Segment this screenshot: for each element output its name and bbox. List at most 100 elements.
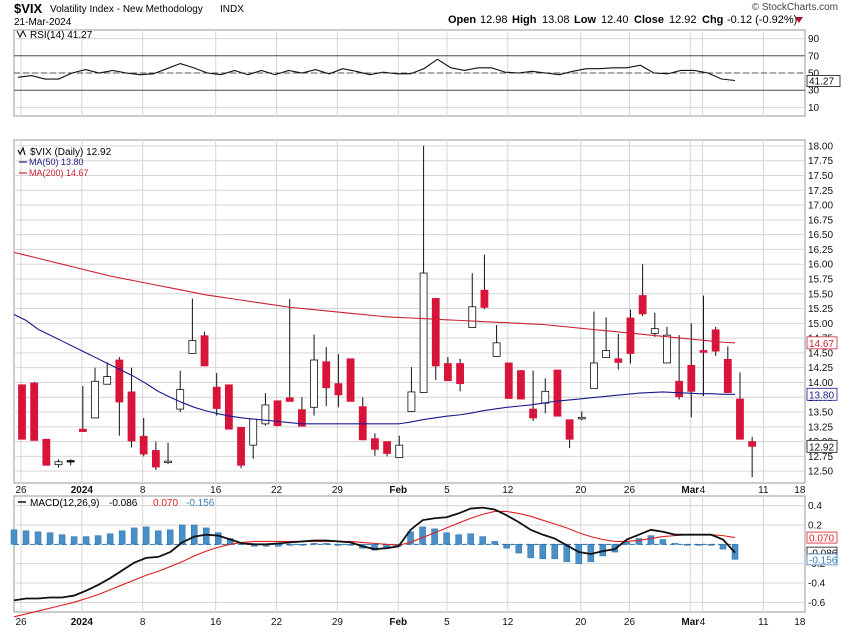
macd-hist-bar — [647, 535, 655, 545]
macd-x-label: 22 — [271, 617, 283, 628]
candle-body — [456, 363, 464, 385]
candle-body — [711, 329, 720, 352]
macd-x-label: 26 — [15, 617, 27, 628]
price-y-tick: 14.25 — [808, 363, 833, 374]
price-y-tick: 15.25 — [808, 304, 833, 315]
chg-value: -0.12 (-0.92%) — [727, 14, 797, 26]
candle-body — [151, 450, 160, 468]
candle-body — [663, 334, 671, 364]
candle-body — [480, 289, 489, 308]
candle-body — [407, 391, 416, 412]
price-x-label: 2024 — [71, 485, 94, 496]
macd-title-macd: -0.086 — [109, 498, 138, 509]
macd-hist-bar — [635, 538, 643, 545]
candle-body — [687, 364, 696, 392]
candle-body — [249, 418, 258, 446]
candle-body — [322, 361, 331, 389]
macd-x-label: 20 — [575, 617, 587, 628]
candle-body — [139, 435, 148, 455]
candle-body — [42, 438, 51, 466]
candle-body — [419, 272, 428, 393]
rsi-panel: 90 70 50 30 10 41.27 — [13, 29, 841, 117]
macd-hist-bar — [130, 527, 138, 545]
price-x-label: 4 — [700, 485, 706, 496]
last-close-label-box — [806, 439, 838, 453]
candle-body — [54, 461, 63, 466]
macd-hist-bar — [166, 529, 174, 545]
macd-x-label: 16 — [210, 617, 222, 628]
high-value: 13.08 — [542, 14, 570, 26]
macd-hist-current-label-box — [806, 553, 838, 566]
price-x-label: 18 — [794, 485, 806, 496]
macd-x-label: Feb — [389, 617, 407, 628]
macd-x-label: 8 — [140, 617, 146, 628]
macd-hist-bar — [515, 544, 522, 554]
candle-body — [553, 369, 562, 417]
macd-x-label: Mar — [681, 617, 699, 628]
macd-hist-bar — [215, 532, 222, 545]
candle-body — [66, 460, 75, 463]
macd-title-signal: 0.070 — [153, 498, 178, 509]
ma200-current-label: 14.67 — [809, 339, 834, 350]
candle-body — [565, 419, 574, 440]
macd-x-label: 2024 — [71, 617, 94, 628]
rsi-y-tick: 10 — [808, 103, 820, 114]
macd-hist-bar — [34, 531, 42, 545]
price-y-tick: 18.00 — [808, 141, 833, 152]
price-y-tick: 15.50 — [808, 289, 833, 300]
macd-hist-bar — [22, 530, 30, 545]
price-title: $VIX (Daily) 12.92 — [30, 147, 112, 158]
macd-y-tick: 0.2 — [808, 521, 822, 532]
macd-hist-current-label: -0.156 — [809, 555, 838, 566]
price-x-label: Mar — [681, 485, 699, 496]
watermark: © StockCharts.com — [752, 2, 838, 13]
price-x-label: 26 — [624, 485, 636, 496]
macd-x-label: 26 — [624, 617, 636, 628]
candle-body — [675, 380, 684, 398]
macd-hist-bar — [443, 532, 450, 545]
candle-body — [614, 358, 623, 363]
macd-hist-bar — [659, 539, 667, 545]
candle-body — [91, 380, 99, 419]
price-y-tick: 14.50 — [808, 348, 833, 359]
security-name: Volatility Index - New Methodology — [50, 4, 203, 15]
candle-body — [395, 444, 404, 458]
macd-hist-bar — [70, 536, 78, 545]
macd-panel: 0.40.2-0.2-0.4-0.60.070-0.086-0.15626202… — [10, 495, 838, 628]
macd-y-tick: 0.4 — [808, 501, 822, 512]
candle-body — [638, 295, 647, 315]
macd-x-label: 12 — [502, 617, 514, 628]
macd-hist-bar — [551, 544, 558, 560]
last-close-label: 12.92 — [809, 442, 834, 453]
candle-body — [103, 376, 112, 385]
macd-hist-bar — [575, 544, 583, 564]
close-label: Close — [634, 14, 664, 26]
candle-body — [224, 384, 233, 430]
price-x-label: 20 — [575, 485, 587, 496]
price-y-tick: 12.75 — [808, 452, 833, 463]
macd-hist-bar — [719, 544, 727, 550]
candle-body — [626, 317, 635, 354]
macd-y-tick: -0.6 — [808, 598, 826, 609]
candle-body — [188, 340, 197, 354]
ma50-line — [13, 313, 735, 425]
macd-title-hist: -0.156 — [186, 498, 215, 509]
price-frame — [13, 139, 806, 484]
ma200-line — [13, 251, 736, 344]
candle-body — [237, 427, 245, 466]
candle-body — [310, 359, 318, 408]
symbol-label: $VIX — [14, 1, 43, 16]
price-x-label: 11 — [758, 485, 769, 496]
candle-body — [577, 416, 586, 420]
candle-body — [699, 350, 708, 353]
rsi-title: RSI(14) 41.27 — [30, 30, 93, 41]
price-y-tick: 13.50 — [808, 408, 833, 419]
macd-hist-bar — [479, 536, 486, 545]
candle-body — [529, 408, 538, 419]
candle-body — [468, 306, 477, 328]
price-y-tick: 17.75 — [808, 156, 833, 167]
price-y-tick: 16.25 — [808, 245, 833, 256]
price-legend: $VIX (Daily) 12.92 MA(50) 13.80 MA(200) … — [17, 146, 112, 178]
low-value: 12.40 — [601, 14, 629, 26]
